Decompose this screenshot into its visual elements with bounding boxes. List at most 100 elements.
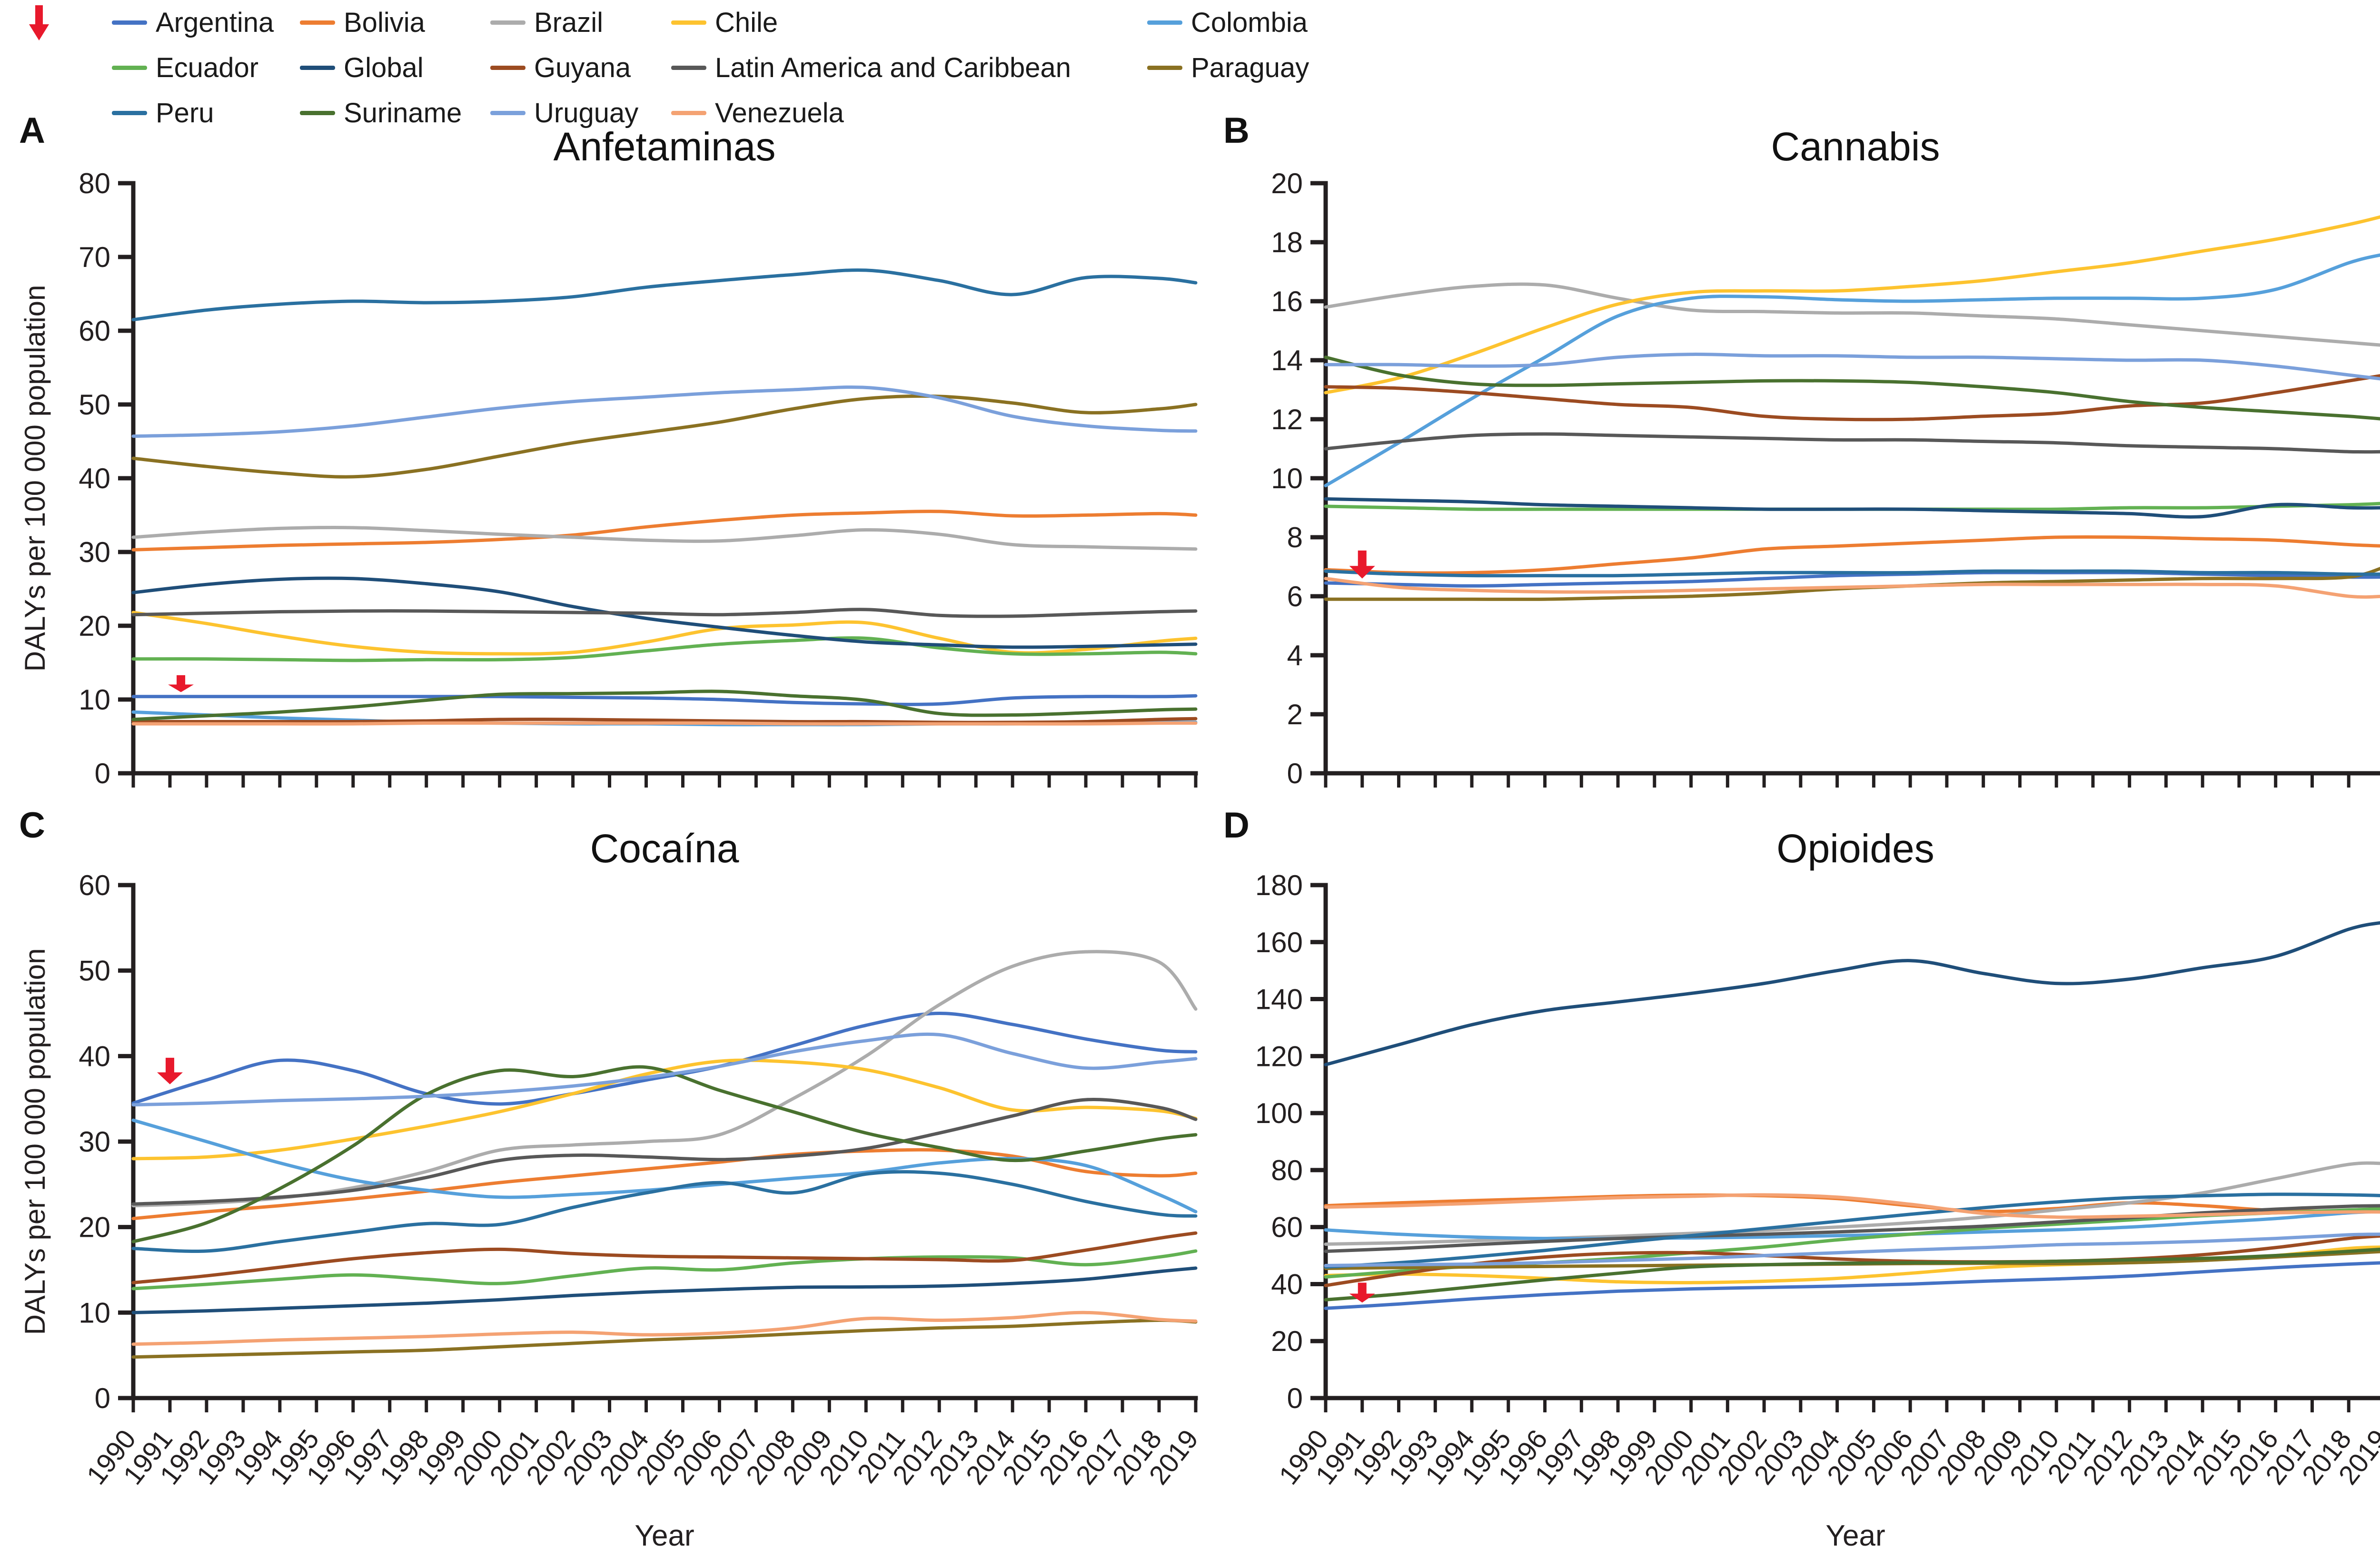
y-tick-label: 30 bbox=[79, 536, 110, 568]
panel-cannabis: B Cannabis 0 2 4 6 8 10 12 14 16 18 20 bbox=[1219, 110, 2380, 802]
series-line-chile bbox=[1324, 215, 2380, 394]
panel-opioides: D Opioides 0 20 40 60 80 100 120 140 160 180 1990 19… bbox=[1219, 805, 2380, 1567]
legend-swatch bbox=[490, 111, 526, 115]
y-tick-label: 50 bbox=[79, 955, 110, 987]
legend-red-arrow bbox=[23, 4, 112, 41]
y-tick-label: 10 bbox=[79, 1297, 110, 1329]
legend-item-label: Ecuador bbox=[156, 52, 259, 83]
y-tick-label: 180 bbox=[1255, 869, 1303, 901]
legend-item-label: Bolivia bbox=[344, 7, 425, 38]
y-tick-label: 140 bbox=[1255, 984, 1303, 1015]
series-line-uruguay bbox=[131, 385, 1198, 438]
legend-swatch bbox=[112, 66, 147, 70]
legend-swatch bbox=[300, 111, 335, 115]
y-tick-label: 80 bbox=[79, 168, 110, 199]
y-tick-label: 0 bbox=[1287, 758, 1303, 789]
legend-item-label: Guyana bbox=[534, 52, 631, 83]
legend-item-bolivia: Bolivia bbox=[300, 7, 490, 39]
y-tick-label: 20 bbox=[79, 610, 110, 642]
series-line-uruguay bbox=[131, 1032, 1198, 1107]
series-line-suriname bbox=[1324, 1247, 2380, 1301]
series-line-latin-america-and-caribbean bbox=[1324, 1204, 2380, 1253]
legend-item-label: Colombia bbox=[1191, 7, 1308, 38]
y-tick-label: 60 bbox=[79, 869, 110, 901]
red-down-arrow-marker bbox=[1349, 1282, 1375, 1303]
series-line-suriname bbox=[131, 1065, 1198, 1243]
y-tick-label: 50 bbox=[79, 389, 110, 421]
legend-item-label: Venezuela bbox=[715, 98, 844, 128]
anfetaminas-chart: Anfetaminas 0 10 20 30 40 50 60 70 80 DALYs per 10… bbox=[19, 124, 1198, 789]
red-down-arrow-marker bbox=[157, 1057, 183, 1084]
y-tick-label: 70 bbox=[79, 241, 110, 273]
legend: Argentina Bolivia Brazil Chile Colombia Ecuad… bbox=[23, 0, 1309, 136]
legend-item-label: Suriname bbox=[344, 98, 462, 128]
y-tick-label: 160 bbox=[1255, 926, 1303, 958]
red-down-arrow-icon bbox=[29, 5, 49, 40]
y-tick-label: 20 bbox=[1271, 168, 1303, 199]
series-line-uruguay bbox=[1324, 1232, 2380, 1268]
opioides-chart: Opioides02040608010012014016018019901991… bbox=[1255, 826, 2380, 1552]
series-line-venezuela bbox=[1324, 577, 2380, 599]
series-line-bolivia bbox=[131, 510, 1198, 552]
legend-item-uruguay: Uruguay bbox=[490, 97, 671, 129]
series-line-uruguay bbox=[1324, 353, 2380, 381]
legend-swatch bbox=[671, 111, 706, 115]
legend-item-chile: Chile bbox=[671, 7, 1147, 39]
axis-lines bbox=[1323, 181, 2380, 776]
y-tick-label: 60 bbox=[1271, 1212, 1303, 1243]
panel-cocaina: C Cocaína 0 10 20 30 40 50 60 1990 1991 1992 1993 19… bbox=[14, 805, 1209, 1567]
legend-item-label: Global bbox=[344, 52, 424, 83]
chart-title: Anfetaminas bbox=[554, 124, 776, 169]
series-line-latin-america-and-caribbean bbox=[131, 1098, 1198, 1206]
y-tick-label: 100 bbox=[1255, 1097, 1303, 1129]
x-axis-title: Year bbox=[1825, 1519, 1885, 1552]
series-line-peru bbox=[1324, 1192, 2380, 1269]
legend-swatch bbox=[112, 20, 147, 25]
series-line-argentina bbox=[1324, 571, 2380, 588]
cannabis-chart: Cannabis 0 2 4 6 8 10 12 14 16 18 20 bbox=[1271, 124, 2380, 789]
legend-item-suriname: Suriname bbox=[300, 97, 490, 129]
x-axis-title: Year bbox=[635, 1519, 694, 1552]
series-line-guyana bbox=[1324, 374, 2380, 422]
y-tick-label: 40 bbox=[1271, 1268, 1303, 1300]
legend-item-label: Brazil bbox=[534, 7, 604, 38]
red-down-arrow-marker bbox=[1349, 550, 1375, 579]
legend-item-colombia: Colombia bbox=[1147, 7, 1309, 39]
series-line-global bbox=[1324, 497, 2380, 519]
legend-swatch bbox=[1147, 66, 1182, 70]
legend-swatch bbox=[490, 66, 526, 70]
series-line-brazil bbox=[1324, 1161, 2380, 1246]
y-tick-label: 40 bbox=[79, 1040, 110, 1072]
y-tick-label: 30 bbox=[79, 1126, 110, 1158]
axis-lines bbox=[131, 181, 1198, 776]
y-axis-title: DALYs per 100 000 population bbox=[19, 285, 51, 672]
legend-item-label: Uruguay bbox=[534, 98, 639, 128]
series-line-latin-america-and-caribbean bbox=[131, 608, 1198, 618]
chart-title: Opioides bbox=[1776, 826, 1934, 871]
y-axis-title: DALYs per 100 000 population bbox=[19, 948, 51, 1335]
series-line-brazil bbox=[1324, 282, 2380, 347]
legend-item-ecuador: Ecuador bbox=[112, 52, 300, 84]
y-tick-label: 0 bbox=[95, 1382, 110, 1414]
series-line-peru bbox=[131, 1170, 1198, 1253]
chart-title: Cocaína bbox=[590, 826, 739, 871]
series-line-suriname bbox=[1324, 355, 2380, 421]
legend-swatch bbox=[300, 20, 335, 25]
series-line-bolivia bbox=[1324, 535, 2380, 575]
series-line-venezuela bbox=[131, 1311, 1198, 1346]
legend-swatch bbox=[490, 20, 526, 25]
y-tick-label: 14 bbox=[1271, 345, 1303, 376]
panel-letter-b: B bbox=[1223, 110, 1250, 151]
legend-item-latin-america-and-caribbean: Latin America and Caribbean bbox=[671, 52, 1147, 84]
series-line-peru bbox=[1324, 569, 2380, 578]
y-tick-label: 60 bbox=[79, 315, 110, 347]
y-tick-label: 6 bbox=[1287, 581, 1303, 612]
y-tick-label: 120 bbox=[1255, 1040, 1303, 1072]
legend-item-argentina: Argentina bbox=[112, 7, 300, 39]
legend-item-peru: Peru bbox=[112, 97, 300, 129]
series-line-guyana bbox=[131, 1231, 1198, 1284]
legend-item-label: Chile bbox=[715, 7, 778, 38]
y-tick-label: 8 bbox=[1287, 522, 1303, 553]
y-tick-label: 40 bbox=[79, 463, 110, 494]
